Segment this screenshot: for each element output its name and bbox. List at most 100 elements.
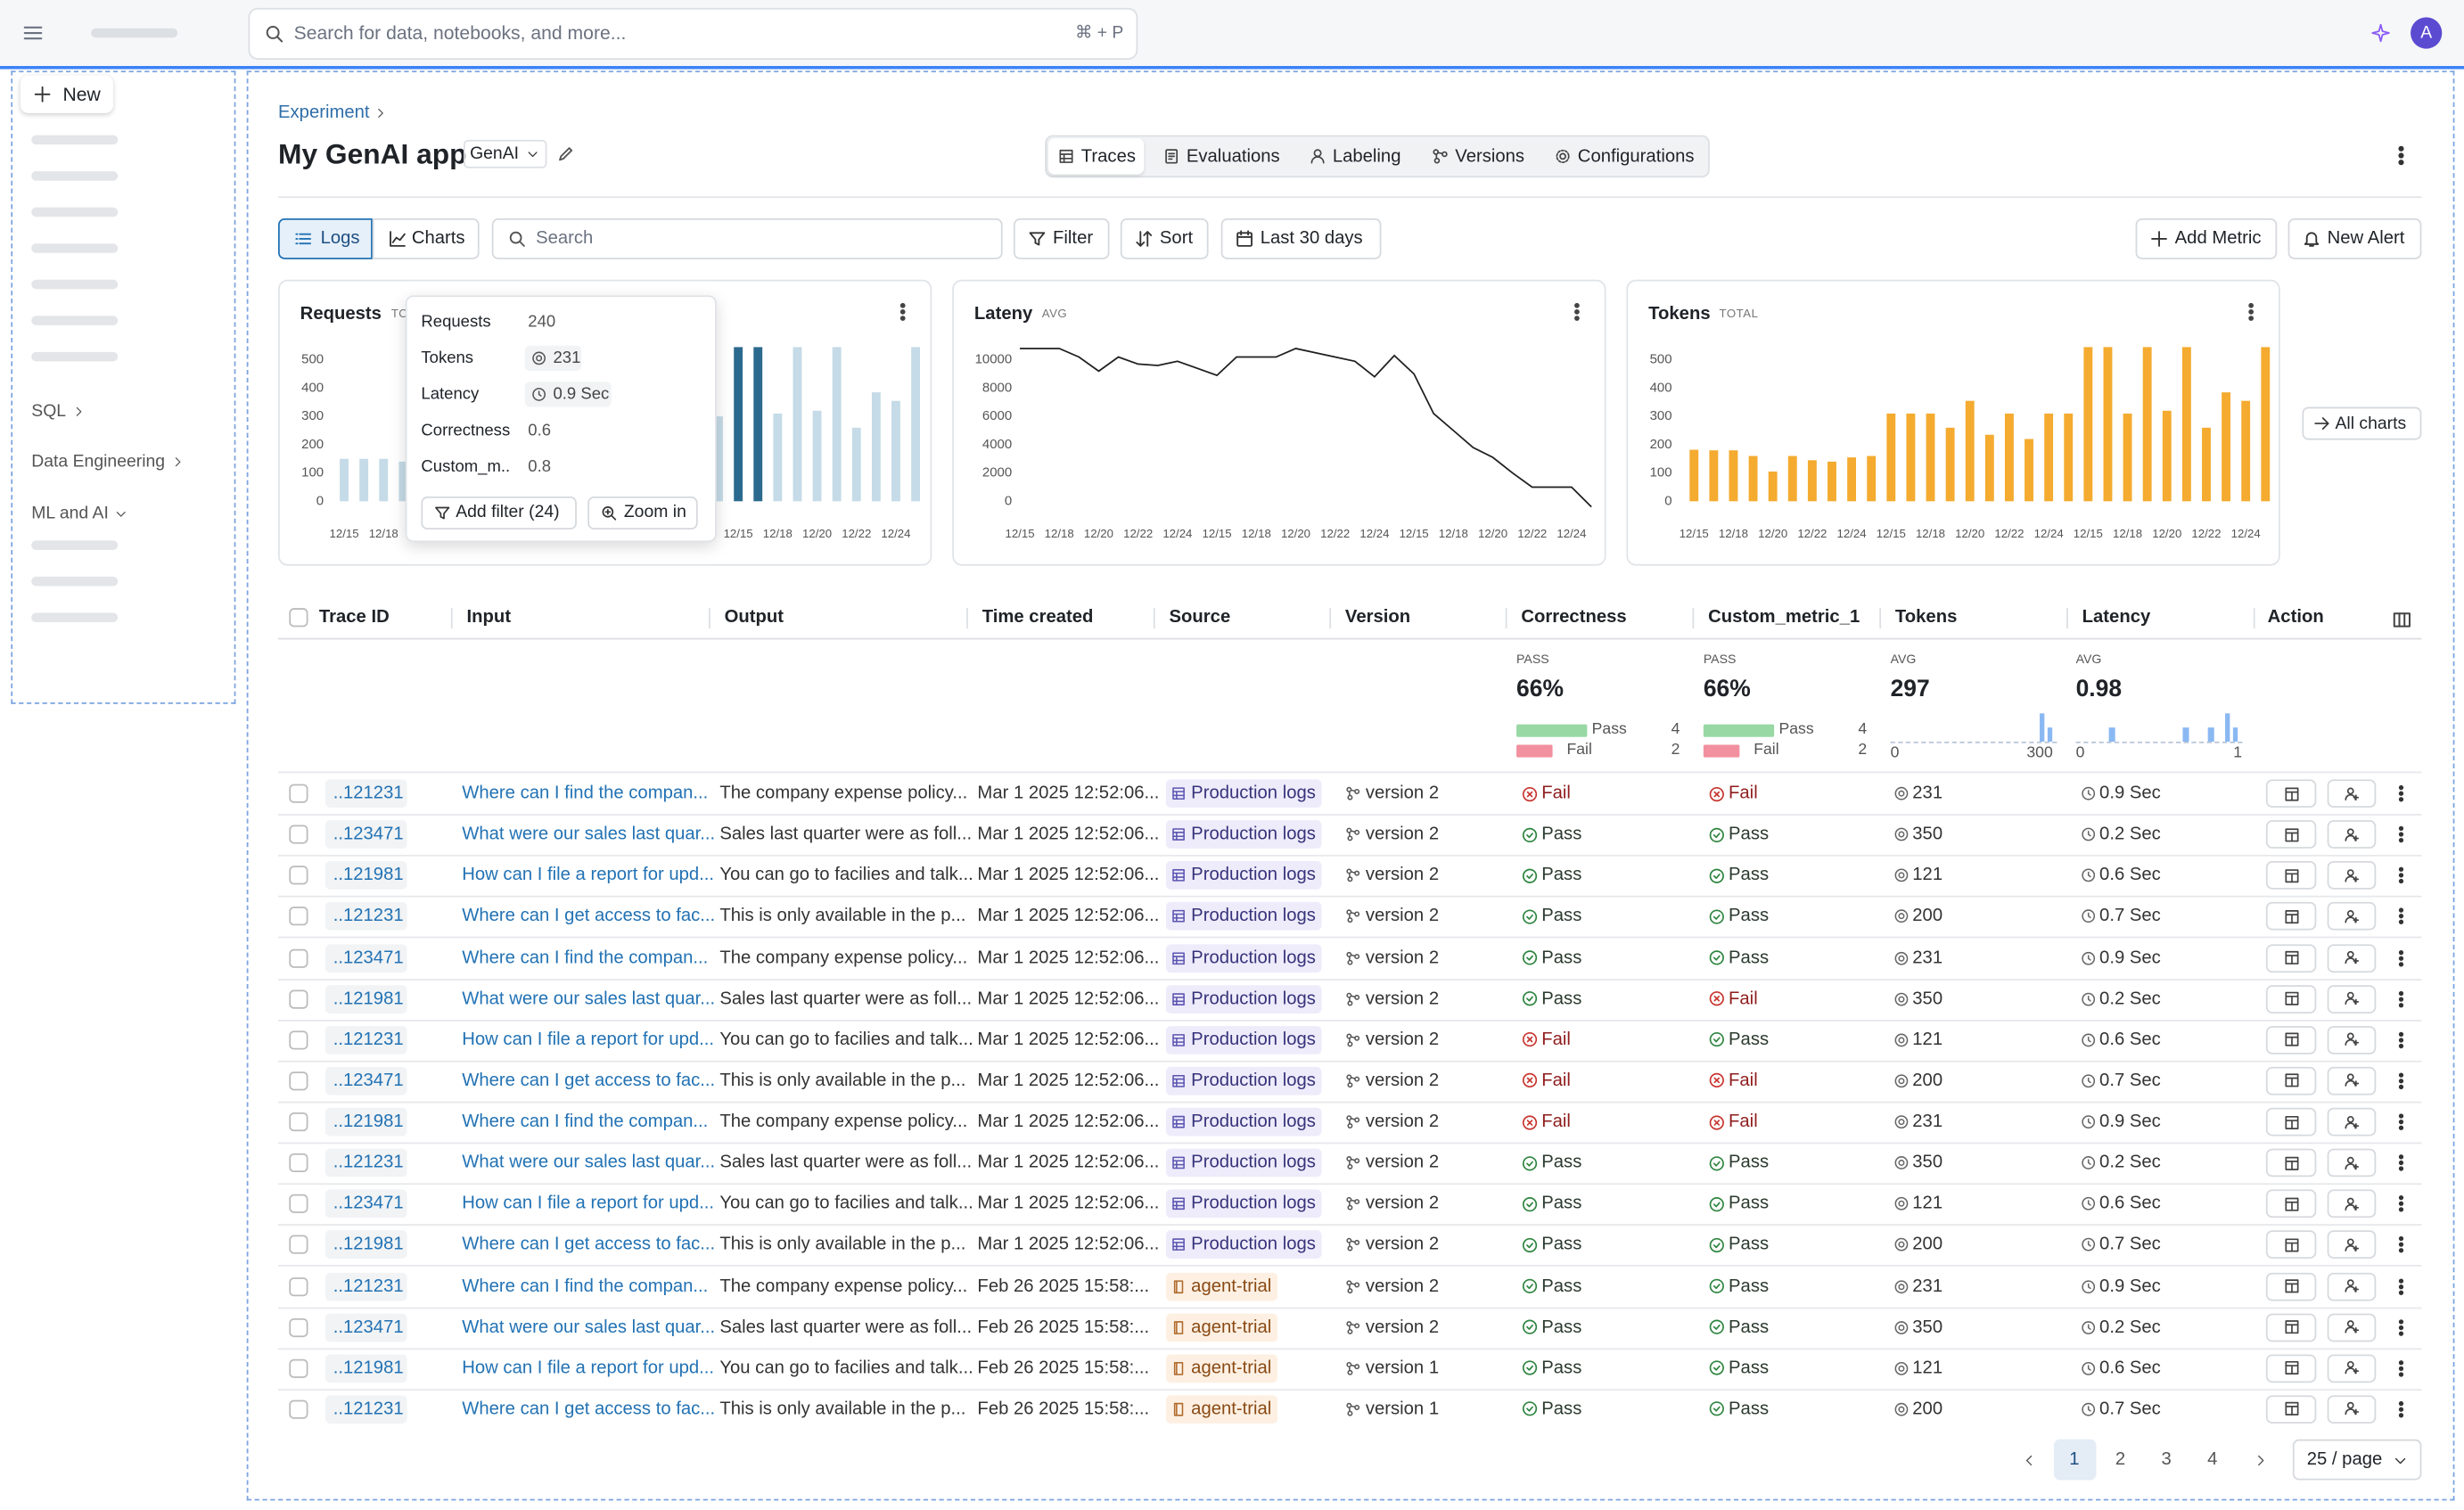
checkbox[interactable] (289, 1276, 308, 1296)
tab[interactable]: Traces (1080, 146, 1137, 166)
trace-id[interactable]: ..123471 (333, 948, 404, 968)
nav-item[interactable]: ML and AI (31, 504, 109, 523)
page-number[interactable]: 2 (2115, 1450, 2126, 1470)
checkbox[interactable] (289, 866, 308, 885)
trace-id[interactable]: ..121231 (333, 907, 404, 926)
burger-icon[interactable] (22, 22, 45, 45)
tooltip-button[interactable] (587, 496, 698, 530)
dots-icon[interactable] (2392, 1071, 2411, 1090)
dots-icon[interactable] (2392, 1235, 2411, 1254)
action-button[interactable] (2265, 779, 2317, 808)
input[interactable]: What were our sales last quar... (462, 1317, 716, 1337)
checkbox[interactable] (289, 1112, 308, 1132)
trace-id[interactable]: ..123471 (333, 1071, 404, 1091)
input[interactable]: How can I file a report for upd... (462, 866, 715, 885)
chevl-icon[interactable] (2022, 1453, 2036, 1467)
search-input[interactable] (491, 218, 1003, 259)
dots-icon[interactable] (2392, 1317, 2411, 1336)
page-number[interactable]: 1 (2069, 1450, 2080, 1470)
dots-icon[interactable] (2392, 825, 2411, 844)
dots-icon[interactable] (2392, 1112, 2411, 1131)
input[interactable]: How can I file a report for upd... (462, 1194, 715, 1214)
dots-icon[interactable] (2240, 301, 2261, 322)
dots-icon[interactable] (2392, 1276, 2411, 1295)
checkbox[interactable] (289, 1030, 308, 1050)
dots-icon[interactable] (2392, 1153, 2411, 1172)
page-size-select[interactable] (2292, 1439, 2422, 1481)
nav-item[interactable]: SQL (31, 402, 67, 422)
page-number[interactable]: 4 (2207, 1450, 2218, 1470)
input[interactable]: Where can I find the compan... (462, 1112, 709, 1132)
input[interactable]: Where can I find the compan... (462, 784, 709, 803)
action-button[interactable] (2327, 779, 2377, 808)
checkbox[interactable] (289, 825, 308, 844)
action-button[interactable] (2327, 943, 2377, 972)
checkbox[interactable] (289, 784, 308, 803)
trace-id[interactable]: ..121231 (333, 1399, 404, 1419)
checkbox[interactable] (289, 948, 308, 968)
dots-icon[interactable] (2392, 989, 2411, 1008)
dots-icon[interactable] (2392, 1030, 2411, 1049)
input[interactable]: Where can I get access to fac... (462, 1399, 716, 1419)
page-number[interactable]: 3 (2161, 1450, 2172, 1470)
view-toggle-active[interactable] (278, 218, 373, 259)
action-button[interactable] (2265, 1354, 2317, 1383)
trace-id[interactable]: ..121981 (333, 1235, 404, 1255)
input[interactable]: Where can I get access to fac... (462, 1235, 716, 1255)
global-search[interactable] (248, 7, 1138, 60)
tab[interactable]: Labeling (1332, 146, 1401, 166)
dots-icon[interactable] (2390, 144, 2412, 167)
toolbar-button[interactable] (1120, 218, 1209, 259)
tab[interactable]: Versions (1455, 146, 1525, 166)
toolbar-button[interactable] (1013, 218, 1110, 259)
checkbox[interactable] (289, 1358, 308, 1378)
checkbox[interactable] (289, 1153, 308, 1173)
tooltip-button[interactable] (421, 496, 577, 530)
checkbox[interactable] (289, 1194, 308, 1214)
trace-id[interactable]: ..121981 (333, 866, 404, 885)
input[interactable]: What were our sales last quar... (462, 1153, 716, 1173)
toolbar-button[interactable] (1220, 218, 1382, 259)
input[interactable]: Where can I find the compan... (462, 1276, 709, 1296)
pencil-icon[interactable] (556, 144, 575, 163)
input[interactable]: Where can I get access to fac... (462, 907, 716, 926)
tag[interactable] (464, 139, 547, 168)
action-button[interactable] (2327, 1354, 2377, 1383)
checkbox[interactable] (289, 608, 308, 628)
checkbox[interactable] (289, 1235, 308, 1255)
toolbar-button[interactable] (2287, 218, 2422, 259)
cols-icon[interactable] (2391, 609, 2411, 629)
trace-id[interactable]: ..121231 (333, 784, 404, 803)
input[interactable]: Where can I get access to fac... (462, 1071, 716, 1091)
input[interactable]: How can I file a report for upd... (462, 1030, 715, 1050)
trace-id[interactable]: ..121231 (333, 1153, 404, 1173)
tab[interactable]: Configurations (1577, 146, 1695, 166)
dots-icon[interactable] (2392, 1358, 2411, 1377)
checkbox[interactable] (289, 1071, 308, 1091)
dots-icon[interactable] (2392, 866, 2411, 885)
dots-icon[interactable] (2392, 784, 2411, 803)
breadcrumb[interactable]: Experiment (278, 103, 370, 123)
dots-icon[interactable] (2392, 1194, 2411, 1213)
chevr-icon[interactable] (2253, 1453, 2267, 1467)
input[interactable]: What were our sales last quar... (462, 989, 716, 1009)
dots-icon[interactable] (2392, 948, 2411, 967)
trace-id[interactable]: ..123471 (333, 1317, 404, 1337)
trace-id[interactable]: ..121981 (333, 1358, 404, 1378)
action-button[interactable] (2327, 1066, 2377, 1096)
nav-item[interactable]: Data Engineering (31, 452, 166, 472)
avatar[interactable]: A (2411, 17, 2443, 49)
trace-id[interactable]: ..121981 (333, 1112, 404, 1132)
checkbox[interactable] (289, 907, 308, 926)
tab[interactable]: Evaluations (1186, 146, 1280, 166)
dots-icon[interactable] (891, 301, 912, 322)
sparkle-icon[interactable] (2371, 23, 2390, 43)
input[interactable]: Where can I find the compan... (462, 948, 709, 968)
trace-id[interactable]: ..121231 (333, 1276, 404, 1296)
view-toggle[interactable] (372, 218, 480, 259)
input[interactable]: How can I file a report for upd... (462, 1358, 715, 1378)
checkbox[interactable] (289, 989, 308, 1009)
input[interactable]: What were our sales last quar... (462, 825, 716, 844)
trace-id[interactable]: ..123471 (333, 1194, 404, 1214)
dots-icon[interactable] (2392, 907, 2411, 926)
